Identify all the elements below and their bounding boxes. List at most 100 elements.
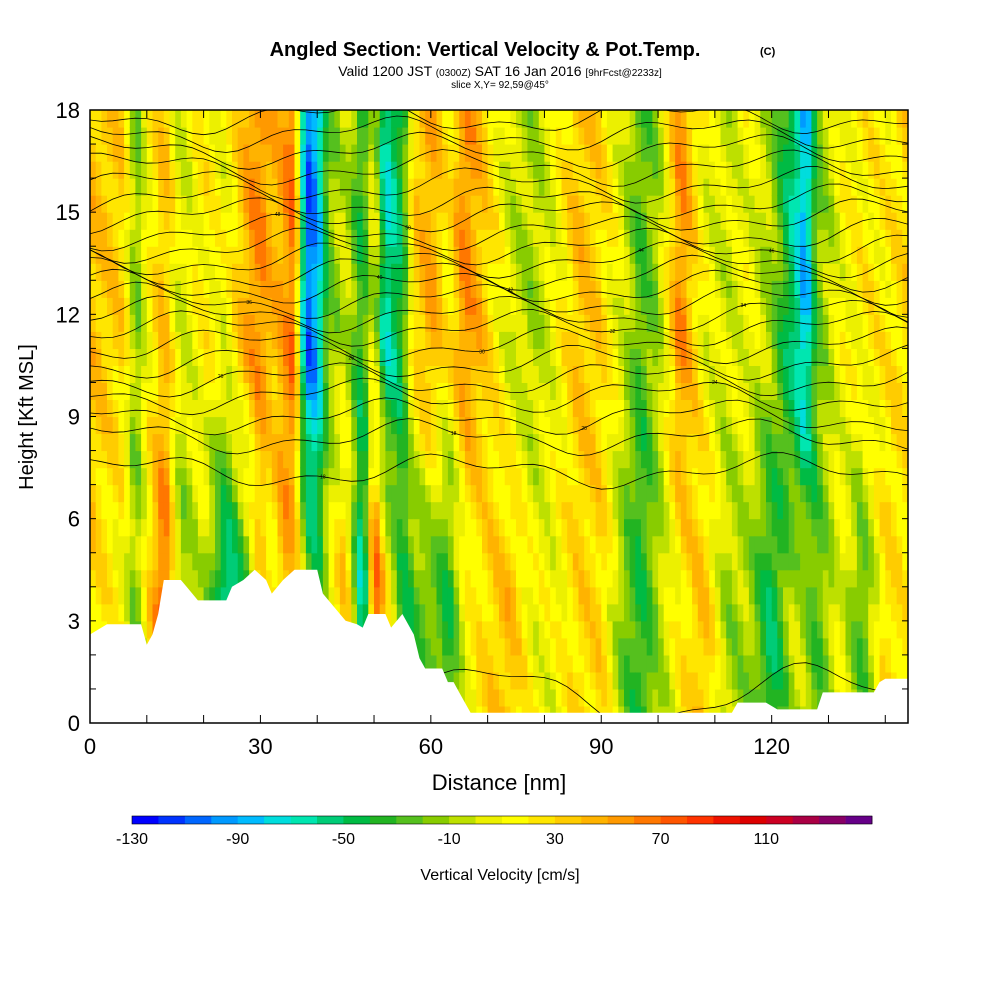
velocity-cell [158, 178, 165, 196]
velocity-cell [788, 586, 795, 605]
velocity-cell [516, 314, 523, 332]
velocity-cell [464, 484, 472, 503]
velocity-cell [624, 212, 631, 230]
velocity-cell [800, 501, 807, 520]
velocity-cell [794, 195, 801, 213]
velocity-cell [521, 195, 528, 213]
velocity-cell [362, 178, 369, 196]
velocity-cell [391, 535, 398, 554]
velocity-cell [521, 654, 528, 673]
velocity-cell [322, 501, 330, 520]
velocity-cell [413, 127, 421, 145]
velocity-cell [152, 127, 159, 145]
velocity-cell [95, 314, 102, 332]
velocity-cell [533, 382, 540, 400]
velocity-cell [658, 416, 665, 435]
velocity-cell [345, 229, 352, 247]
velocity-cell [737, 263, 744, 281]
velocity-cell [203, 246, 210, 264]
velocity-cell [459, 212, 466, 230]
velocity-cell [254, 229, 261, 247]
velocity-cell [714, 246, 722, 264]
velocity-cell [322, 518, 330, 537]
velocity-cell [385, 144, 392, 162]
velocity-cell [612, 467, 619, 486]
velocity-cell [771, 331, 778, 349]
velocity-cell [385, 552, 392, 571]
velocity-cell [584, 195, 591, 213]
velocity-cell [487, 535, 494, 554]
velocity-cell [419, 229, 426, 247]
velocity-cell [675, 654, 682, 673]
velocity-cell [839, 535, 847, 554]
velocity-cell [714, 433, 722, 452]
velocity-cell [232, 178, 239, 196]
velocity-cell [805, 161, 813, 179]
velocity-cell [533, 535, 540, 554]
velocity-cell [709, 297, 716, 315]
velocity-cell [572, 416, 580, 435]
velocity-cell [203, 110, 210, 128]
velocity-cell [544, 450, 551, 469]
velocity-cell [266, 416, 273, 435]
velocity-cell [357, 603, 364, 622]
velocity-cell [873, 569, 881, 588]
velocity-cell [141, 586, 148, 605]
velocity-cell [766, 569, 773, 588]
velocity-cell [714, 399, 722, 418]
velocity-cell [822, 110, 830, 128]
velocity-cell [510, 110, 517, 128]
velocity-cell [748, 484, 756, 503]
velocity-cell [237, 569, 244, 588]
velocity-cell [317, 127, 324, 145]
velocity-cell [419, 433, 426, 452]
velocity-cell [612, 535, 619, 554]
velocity-cell [430, 212, 438, 230]
velocity-cell [822, 450, 830, 469]
velocity-cell [305, 314, 313, 332]
velocity-cell [215, 416, 222, 435]
velocity-cell [90, 518, 97, 537]
velocity-cell [169, 161, 176, 179]
velocity-cell [203, 382, 210, 400]
velocity-cell [777, 688, 784, 707]
velocity-cell [595, 467, 602, 486]
velocity-cell [442, 280, 449, 298]
velocity-cell [589, 671, 597, 690]
velocity-cell [589, 416, 597, 435]
velocity-cell [118, 586, 125, 605]
velocity-cell [300, 450, 307, 469]
velocity-cell [567, 586, 574, 605]
velocity-cell [595, 246, 602, 264]
velocity-cell [499, 399, 506, 418]
velocity-cell [584, 212, 591, 230]
velocity-cell [459, 518, 466, 537]
velocity-cell [118, 365, 125, 383]
velocity-cell [811, 450, 818, 469]
velocity-cell [146, 110, 154, 128]
velocity-cell [493, 348, 500, 366]
velocity-cell [601, 569, 608, 588]
velocity-cell [777, 620, 784, 639]
velocity-cell [141, 161, 148, 179]
velocity-cell [834, 280, 841, 298]
velocity-cell [862, 535, 869, 554]
velocity-cell [186, 501, 193, 520]
velocity-cell [339, 467, 347, 486]
velocity-cell [834, 144, 841, 162]
velocity-cell [703, 671, 710, 690]
velocity-cell [277, 382, 284, 400]
velocity-cell [743, 314, 750, 332]
velocity-cell [158, 246, 165, 264]
velocity-cell [112, 297, 119, 315]
velocity-cell [663, 161, 670, 179]
velocity-cell [800, 348, 807, 366]
velocity-cell [129, 365, 137, 383]
velocity-cell [107, 246, 114, 264]
velocity-cell [459, 161, 466, 179]
velocity-cell [493, 280, 500, 298]
velocity-cell [430, 501, 438, 520]
velocity-cell [646, 518, 653, 537]
velocity-cell [362, 382, 369, 400]
velocity-cell [464, 229, 472, 247]
